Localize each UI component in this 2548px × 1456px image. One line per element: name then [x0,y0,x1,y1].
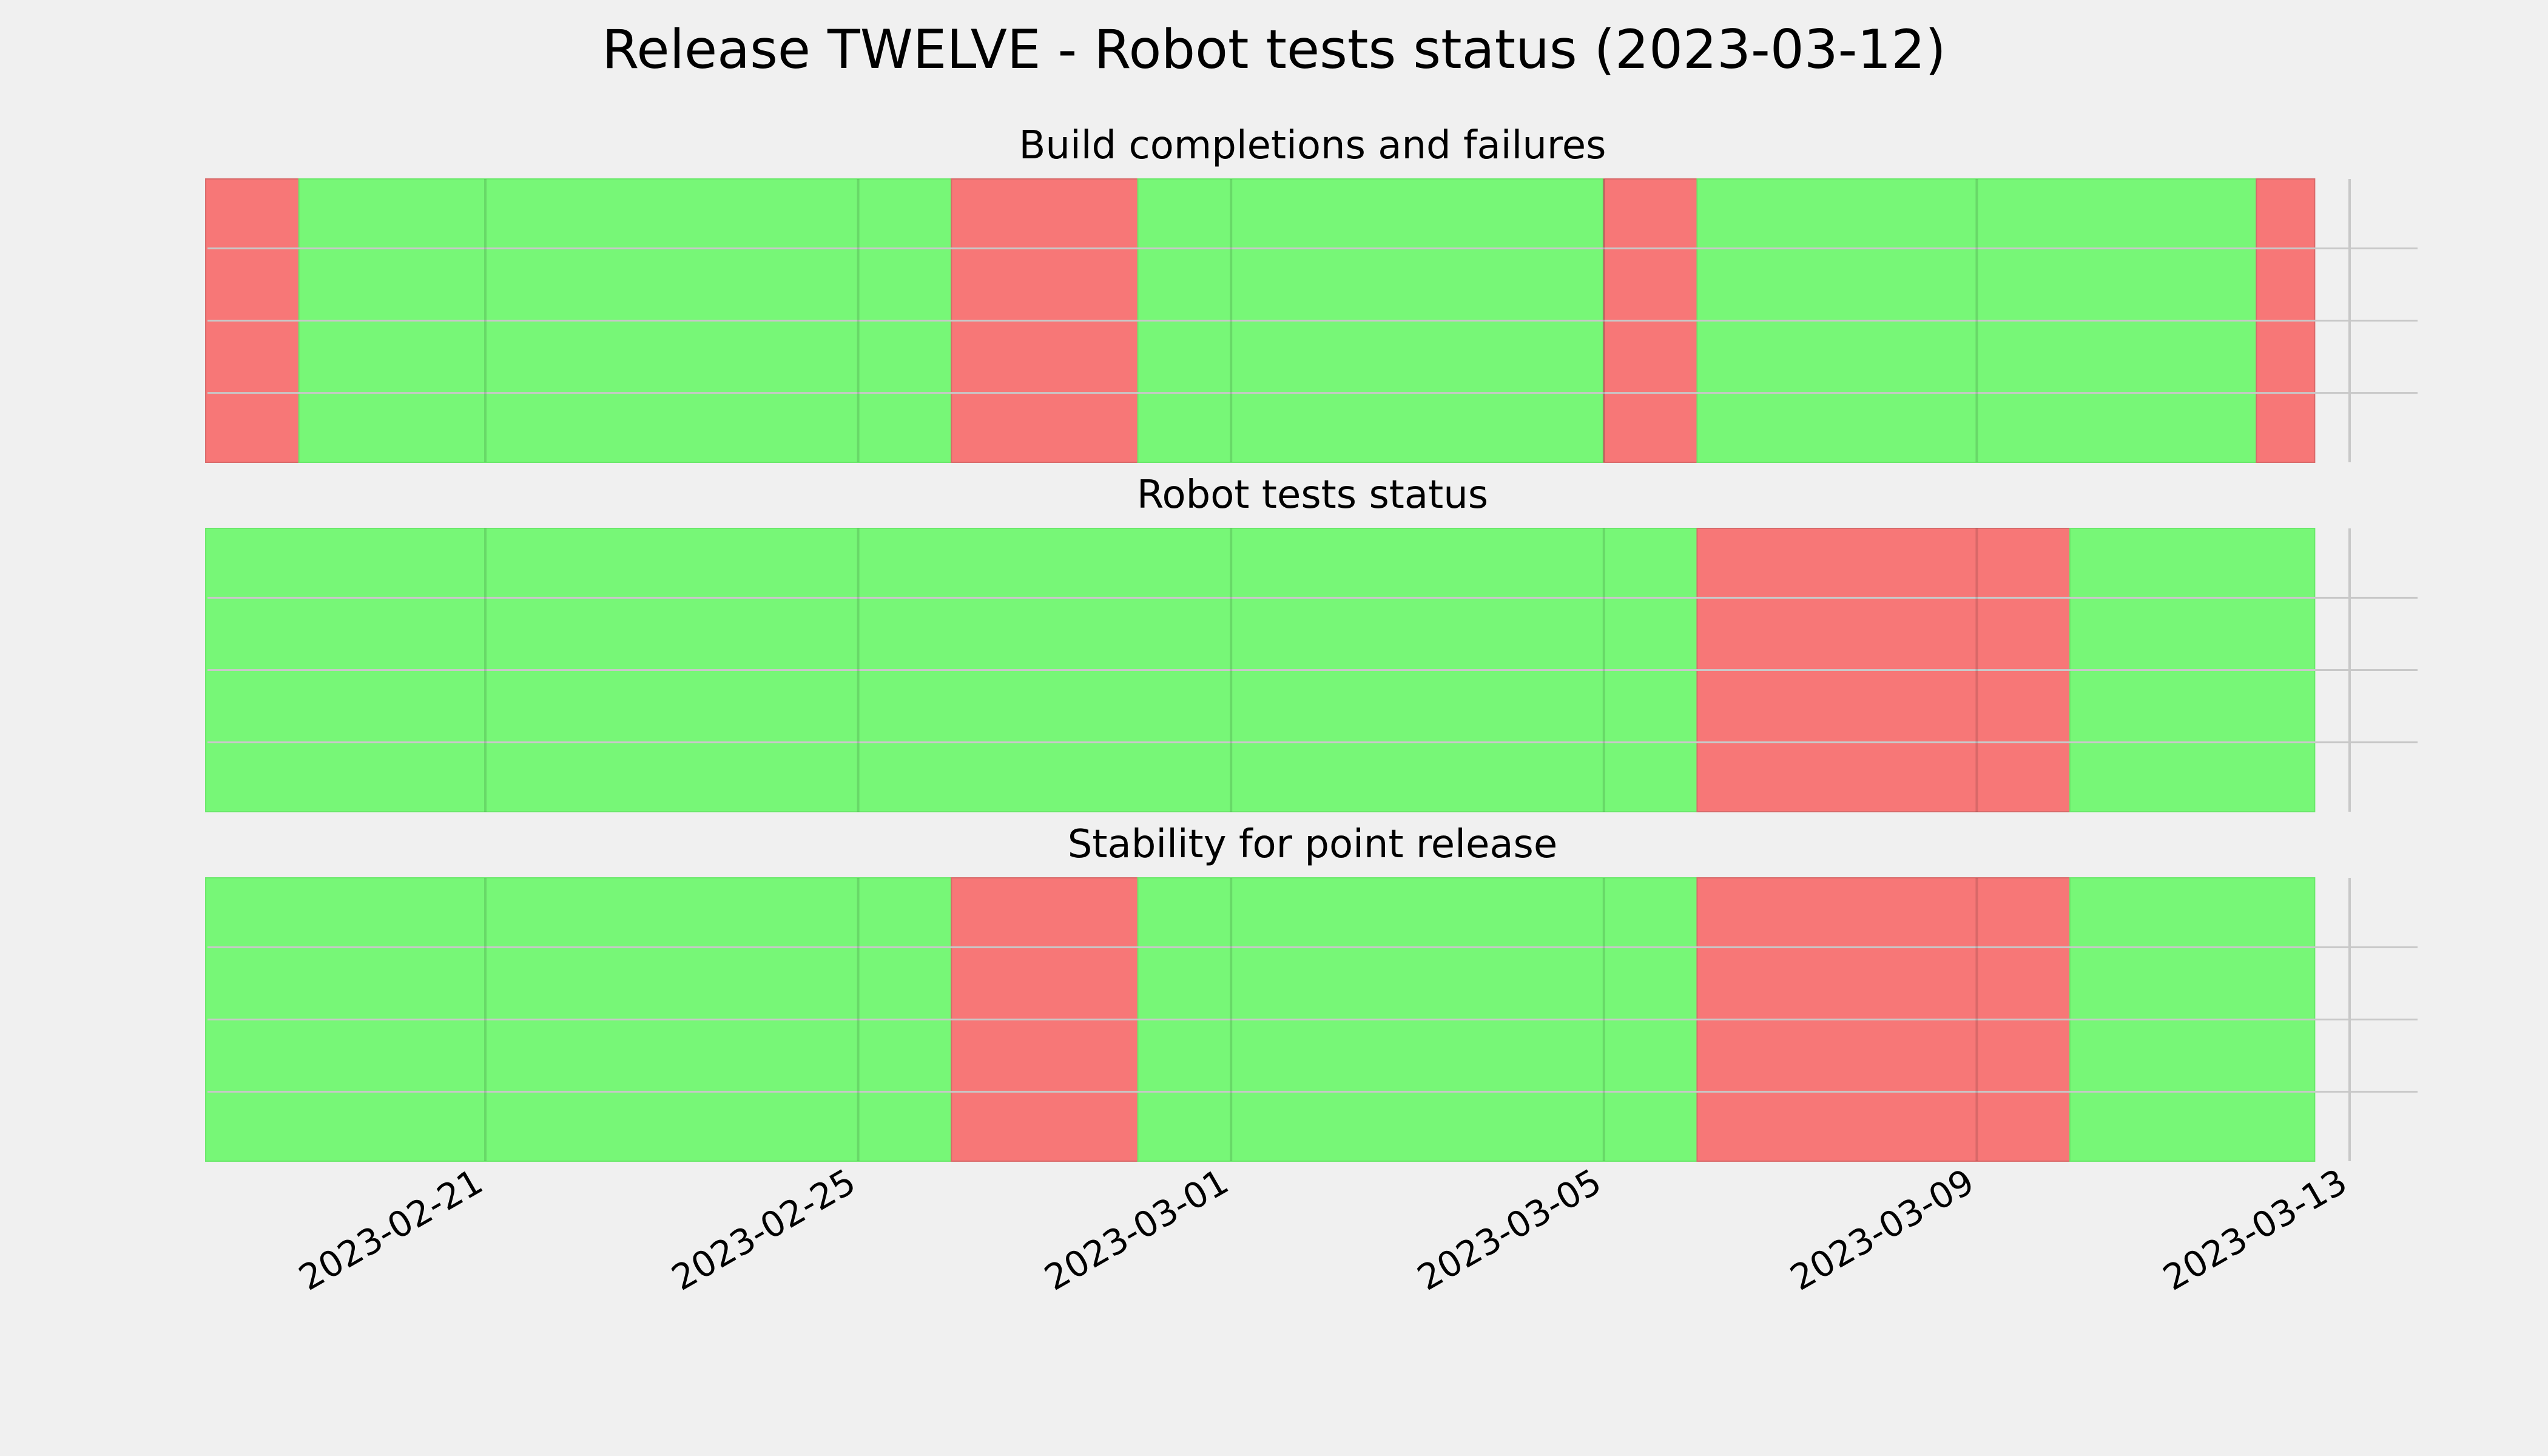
panel-title: Robot tests status [1137,473,1488,517]
chart-title: Release TWELVE - Robot tests status (202… [602,18,1946,81]
chart-panels: Build completions and failures Robot test… [205,123,2418,1162]
panel-1: Build completions and failures [205,123,2418,463]
panel-title: Stability for point release [1068,822,1558,867]
panel-3: Stability for point release [205,822,2418,1162]
panel-title: Build completions and failures [1019,123,1606,168]
panel-2: Robot tests status [205,473,2418,812]
